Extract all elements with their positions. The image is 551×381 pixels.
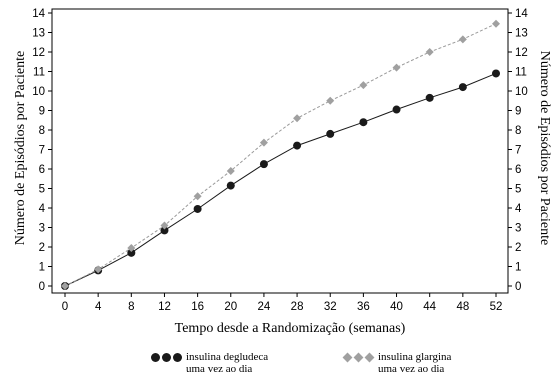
y-tick-label-left: 5 — [39, 184, 45, 196]
y-tick-label-right: 0 — [515, 281, 521, 293]
legend-label-glargina-line2: uma vez ao dia — [378, 363, 445, 375]
data-point — [293, 141, 302, 150]
data-point — [160, 221, 169, 230]
data-point — [259, 160, 268, 169]
data-point — [458, 83, 467, 92]
legend-label-degludeca-line2: uma vez ao dia — [186, 363, 253, 375]
y-tick-label-right: 2 — [515, 242, 521, 254]
data-point — [61, 282, 69, 290]
x-tick-label: 52 — [490, 301, 503, 313]
x-tick-label: 28 — [291, 301, 304, 313]
data-point — [425, 93, 434, 102]
data-point — [226, 181, 235, 190]
data-point — [160, 226, 169, 235]
y-tick-label-right: 4 — [515, 203, 522, 215]
data-point — [127, 243, 136, 252]
y-tick-label-left: 8 — [39, 125, 45, 137]
series-1 — [61, 19, 500, 290]
data-point — [259, 138, 268, 147]
series-line — [64, 72, 497, 287]
y-tick-label-left: 9 — [39, 106, 45, 118]
x-tick-label: 12 — [158, 301, 171, 313]
legend-diamond-markers — [342, 352, 375, 363]
y-tick-label-left: 13 — [32, 28, 45, 40]
legend-label-degludeca-line1: insulina degludeca — [186, 351, 269, 363]
y-tick-label-left: 14 — [32, 8, 45, 20]
x-axis-title: Tempo desde a Randomização (semanas) — [175, 321, 406, 336]
x-tick-label: 36 — [357, 301, 370, 313]
data-point — [293, 114, 302, 123]
x-tick-label: 24 — [258, 301, 271, 313]
legend-item-glargina: insulina glargina uma vez ao dia — [342, 351, 452, 375]
x-tick-label: 0 — [62, 301, 68, 313]
data-point — [193, 204, 202, 213]
data-point — [458, 35, 467, 44]
y-tick-label-right: 10 — [515, 86, 528, 98]
series-line — [64, 23, 497, 287]
data-point — [127, 248, 136, 257]
data-point — [326, 129, 335, 138]
data-point — [326, 96, 335, 105]
data-point — [392, 105, 401, 114]
series-0 — [61, 69, 500, 290]
y-tick-label-right: 6 — [515, 164, 521, 176]
y-tick-label-right: 1 — [515, 262, 521, 274]
y-tick-label-right: 8 — [515, 125, 521, 137]
y-tick-label-right: 3 — [515, 223, 521, 235]
y-tick-label-right: 7 — [515, 145, 521, 157]
y-tick-label-right: 12 — [515, 47, 528, 59]
y-tick-label-left: 0 — [39, 281, 45, 293]
y-tick-label-left: 11 — [33, 67, 45, 79]
y-tick-label-right: 9 — [515, 106, 521, 118]
y-tick-label-right: 14 — [515, 8, 528, 20]
y-tick-label-left: 7 — [39, 145, 45, 157]
y-tick-label-left: 4 — [39, 203, 46, 215]
x-tick-label: 44 — [423, 301, 436, 313]
data-point — [392, 63, 401, 72]
series-layer — [61, 19, 500, 290]
x-tick-label: 40 — [390, 301, 403, 313]
data-point — [359, 118, 368, 127]
data-point — [425, 48, 434, 56]
y-tick-label-left: 12 — [32, 47, 45, 59]
data-point — [492, 19, 500, 28]
y-tick-label-left: 1 — [39, 262, 45, 274]
y-tick-label-right: 13 — [515, 28, 528, 40]
data-point — [193, 192, 202, 201]
y-axis-title-left: Número de Episódios por Paciente — [13, 51, 28, 245]
legend-circle-markers — [151, 353, 182, 362]
x-tick-label: 8 — [128, 301, 134, 313]
x-tick-label: 16 — [191, 301, 204, 313]
y-tick-label-left: 3 — [39, 223, 45, 235]
y-tick-label-right: 5 — [515, 184, 521, 196]
legend-item-degludeca: insulina degludeca uma vez ao dia — [151, 351, 268, 375]
plot-frame — [51, 8, 509, 294]
x-tick-label: 48 — [456, 301, 469, 313]
data-point — [226, 166, 235, 175]
legend-label-glargina-line1: insulina glargina — [378, 351, 452, 363]
data-point — [359, 81, 368, 90]
y-tick-label-right: 11 — [515, 67, 527, 79]
y-tick-label-left: 10 — [32, 86, 45, 98]
y-tick-label-left: 2 — [39, 242, 45, 254]
y-axis-title-right: Número de Episódios por Paciente — [537, 51, 551, 245]
x-tick-label: 32 — [324, 301, 337, 313]
data-point — [492, 69, 500, 78]
x-tick-label: 20 — [224, 301, 237, 313]
x-tick-label: 4 — [95, 301, 102, 313]
data-point — [94, 265, 103, 274]
y-tick-label-left: 6 — [39, 164, 45, 176]
